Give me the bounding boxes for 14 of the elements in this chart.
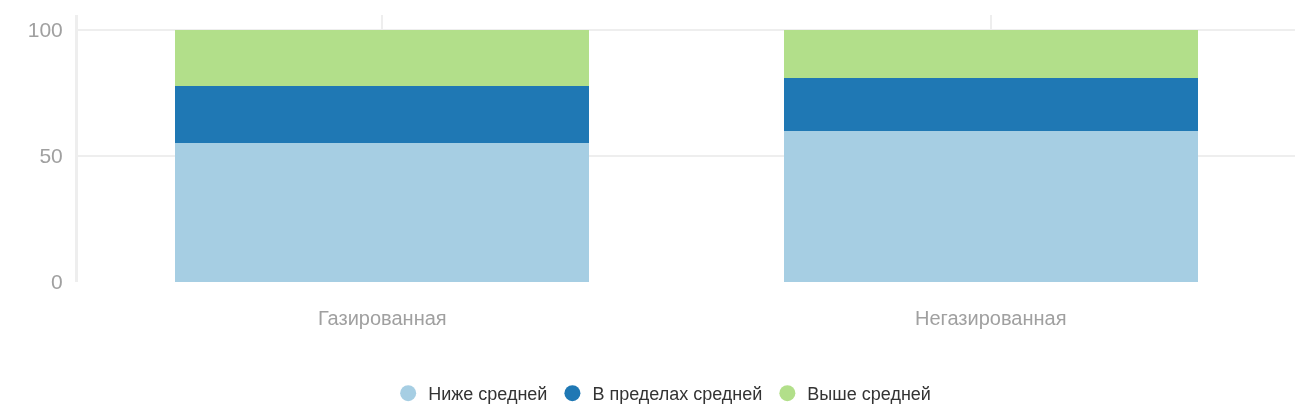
y-tick-label: 0: [51, 270, 63, 294]
bar: [175, 30, 590, 86]
legend-label: Ниже средней: [428, 384, 548, 405]
bar: [783, 77, 1198, 131]
bar: [783, 130, 1198, 282]
x-tick-label: Негазированная: [915, 307, 1067, 329]
bar: [175, 143, 590, 282]
y-tick-label: 50: [39, 144, 63, 168]
y-tick-label: 100: [27, 18, 63, 42]
legend-label: В пределах средней: [592, 384, 763, 405]
legend-label: Выше средней: [807, 384, 931, 405]
bar: [175, 85, 590, 144]
x-tick-label: Газированная: [317, 307, 447, 329]
bar: [783, 30, 1198, 78]
